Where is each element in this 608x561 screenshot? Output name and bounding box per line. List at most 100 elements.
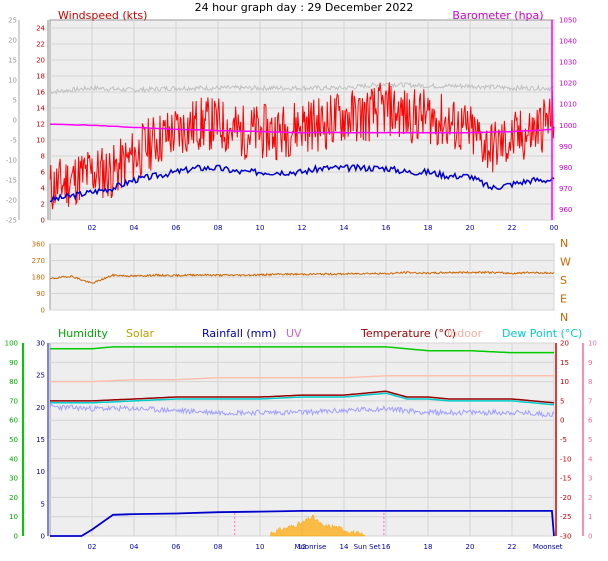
- rain-tick-label: 0: [41, 533, 45, 541]
- baro-tick-label: 970: [559, 185, 572, 193]
- wind-tick-label: 10: [36, 137, 45, 145]
- chill-tick-label: 20: [8, 37, 17, 45]
- uv-tick-label: 8: [588, 378, 592, 386]
- wind-tick-label: 18: [36, 73, 45, 81]
- temp-x-tick: 14: [340, 543, 349, 551]
- wind-x-tick: 00: [550, 224, 559, 232]
- solar-legend: Solar: [126, 327, 155, 340]
- wind-x-tick: 10: [256, 224, 265, 232]
- wind-tick-label: 22: [36, 41, 45, 49]
- baro-tick-label: 960: [559, 206, 572, 214]
- uv-legend: UV: [286, 327, 302, 340]
- baro-tick-label: 1050: [559, 17, 577, 25]
- chill-tick-label: 0: [13, 117, 17, 125]
- humidity-tick-label: 50: [9, 436, 18, 444]
- uv-tick-label: 4: [588, 455, 593, 463]
- chill-tick-label: 25: [8, 17, 17, 25]
- humidity-tick-label: 90: [9, 359, 18, 367]
- chill-tick-label: -25: [6, 217, 17, 225]
- wind-tick-label: 4: [41, 185, 46, 193]
- humidity-tick-label: 70: [9, 397, 18, 405]
- humidity-line: [50, 346, 554, 354]
- baro-tick-label: 980: [559, 164, 572, 172]
- uv-tick-label: 0: [588, 533, 592, 541]
- temp-x-tick: 02: [88, 543, 97, 551]
- rain-tick-label: 30: [36, 340, 45, 348]
- wind-tick-label: 14: [36, 105, 45, 113]
- temp-tick-label: -15: [560, 475, 571, 483]
- chill-tick-label: -10: [6, 157, 17, 165]
- wind-x-tick: 08: [214, 224, 223, 232]
- dir-tick-label: 0: [41, 307, 45, 315]
- wind-baro-panel: Windspeed (kts) Barometer (hpa) 24222018…: [6, 9, 577, 232]
- temp-panel: Humidity Solar Rainfall (mm) UV Temperat…: [5, 327, 597, 551]
- temp-tick-label: 0: [560, 417, 564, 425]
- wind-tick-label: 24: [36, 25, 45, 33]
- humidity-tick-label: 30: [9, 475, 18, 483]
- humidity-tick-label: 0: [14, 533, 18, 541]
- wind-tick-label: 0: [41, 217, 45, 225]
- temp-x-tick: 16: [382, 543, 391, 551]
- wind-x-tick: 12: [298, 224, 307, 232]
- wind-tick-label: 16: [36, 89, 45, 97]
- wind-x-tick: 22: [508, 224, 517, 232]
- humidity-tick-label: 40: [9, 455, 18, 463]
- wind-tick-label: 2: [41, 201, 45, 209]
- uv-tick-label: 10: [588, 340, 597, 348]
- temperature-line: [50, 390, 555, 404]
- temp-x-tick: 18: [424, 543, 433, 551]
- dir-tick-label: 360: [32, 241, 45, 249]
- sunset-label: Sun Set: [354, 543, 381, 551]
- temp-x-tick: 12: [298, 543, 307, 551]
- chart-title: 24 hour graph day : 29 December 2022: [195, 1, 414, 14]
- baro-tick-label: 1020: [559, 80, 577, 88]
- wind-tick-label: 12: [36, 121, 45, 129]
- wind-x-tick: 04: [130, 224, 139, 232]
- chill-tick-label: 15: [8, 57, 17, 65]
- wind-tick-label: 8: [41, 153, 45, 161]
- moonset-label: Moonset: [533, 543, 563, 551]
- compass-label: E: [560, 293, 567, 306]
- solar-area: [270, 514, 366, 537]
- rainfall-line: [50, 510, 555, 537]
- uv-tick-label: 5: [588, 436, 592, 444]
- wind-direction-line: [49, 270, 555, 284]
- temp-chill-line: [49, 403, 555, 418]
- compass-label: W: [560, 256, 571, 269]
- dir-tick-label: 90: [36, 290, 45, 298]
- humidity-legend: Humidity: [58, 327, 108, 340]
- chill-line: [49, 81, 555, 95]
- wind-x-tick: 02: [88, 224, 97, 232]
- humidity-tick-label: 10: [9, 513, 18, 521]
- chill-tick-label: 5: [13, 97, 17, 105]
- temp-tick-label: 5: [560, 397, 564, 405]
- wind-x-tick: 20: [466, 224, 475, 232]
- temperature-legend: Temperature (°C): [360, 327, 456, 340]
- chill-tick-label: -15: [6, 177, 17, 185]
- windspeed-avg-line: [49, 163, 555, 203]
- humidity-tick-label: 80: [9, 378, 18, 386]
- dewpoint-line: [50, 392, 555, 406]
- wind-tick-label: 6: [41, 169, 46, 177]
- wind-tick-label: 20: [36, 57, 45, 65]
- rain-tick-label: 5: [41, 500, 45, 508]
- wind-x-tick: 14: [340, 224, 349, 232]
- uv-tick-label: 9: [588, 359, 592, 367]
- dewpoint-legend: Dew Point (°C): [502, 327, 582, 340]
- uv-tick-label: 1: [588, 513, 592, 521]
- barometer-line: [50, 123, 555, 134]
- humidity-tick-label: 20: [9, 494, 18, 502]
- rain-tick-label: 10: [36, 468, 45, 476]
- baro-tick-label: 990: [559, 143, 572, 151]
- compass-label: N: [560, 311, 568, 324]
- temp-tick-label: -25: [560, 513, 571, 521]
- temp-x-tick: 10: [256, 543, 265, 551]
- indoor-legend: Indoor: [447, 327, 483, 340]
- temp-x-tick: 08: [214, 543, 223, 551]
- temp-tick-label: -10: [560, 455, 571, 463]
- dir-tick-label: 180: [32, 274, 45, 282]
- wind-x-tick: 18: [424, 224, 433, 232]
- temp-tick-label: -20: [560, 494, 571, 502]
- temp-tick-label: 15: [560, 359, 569, 367]
